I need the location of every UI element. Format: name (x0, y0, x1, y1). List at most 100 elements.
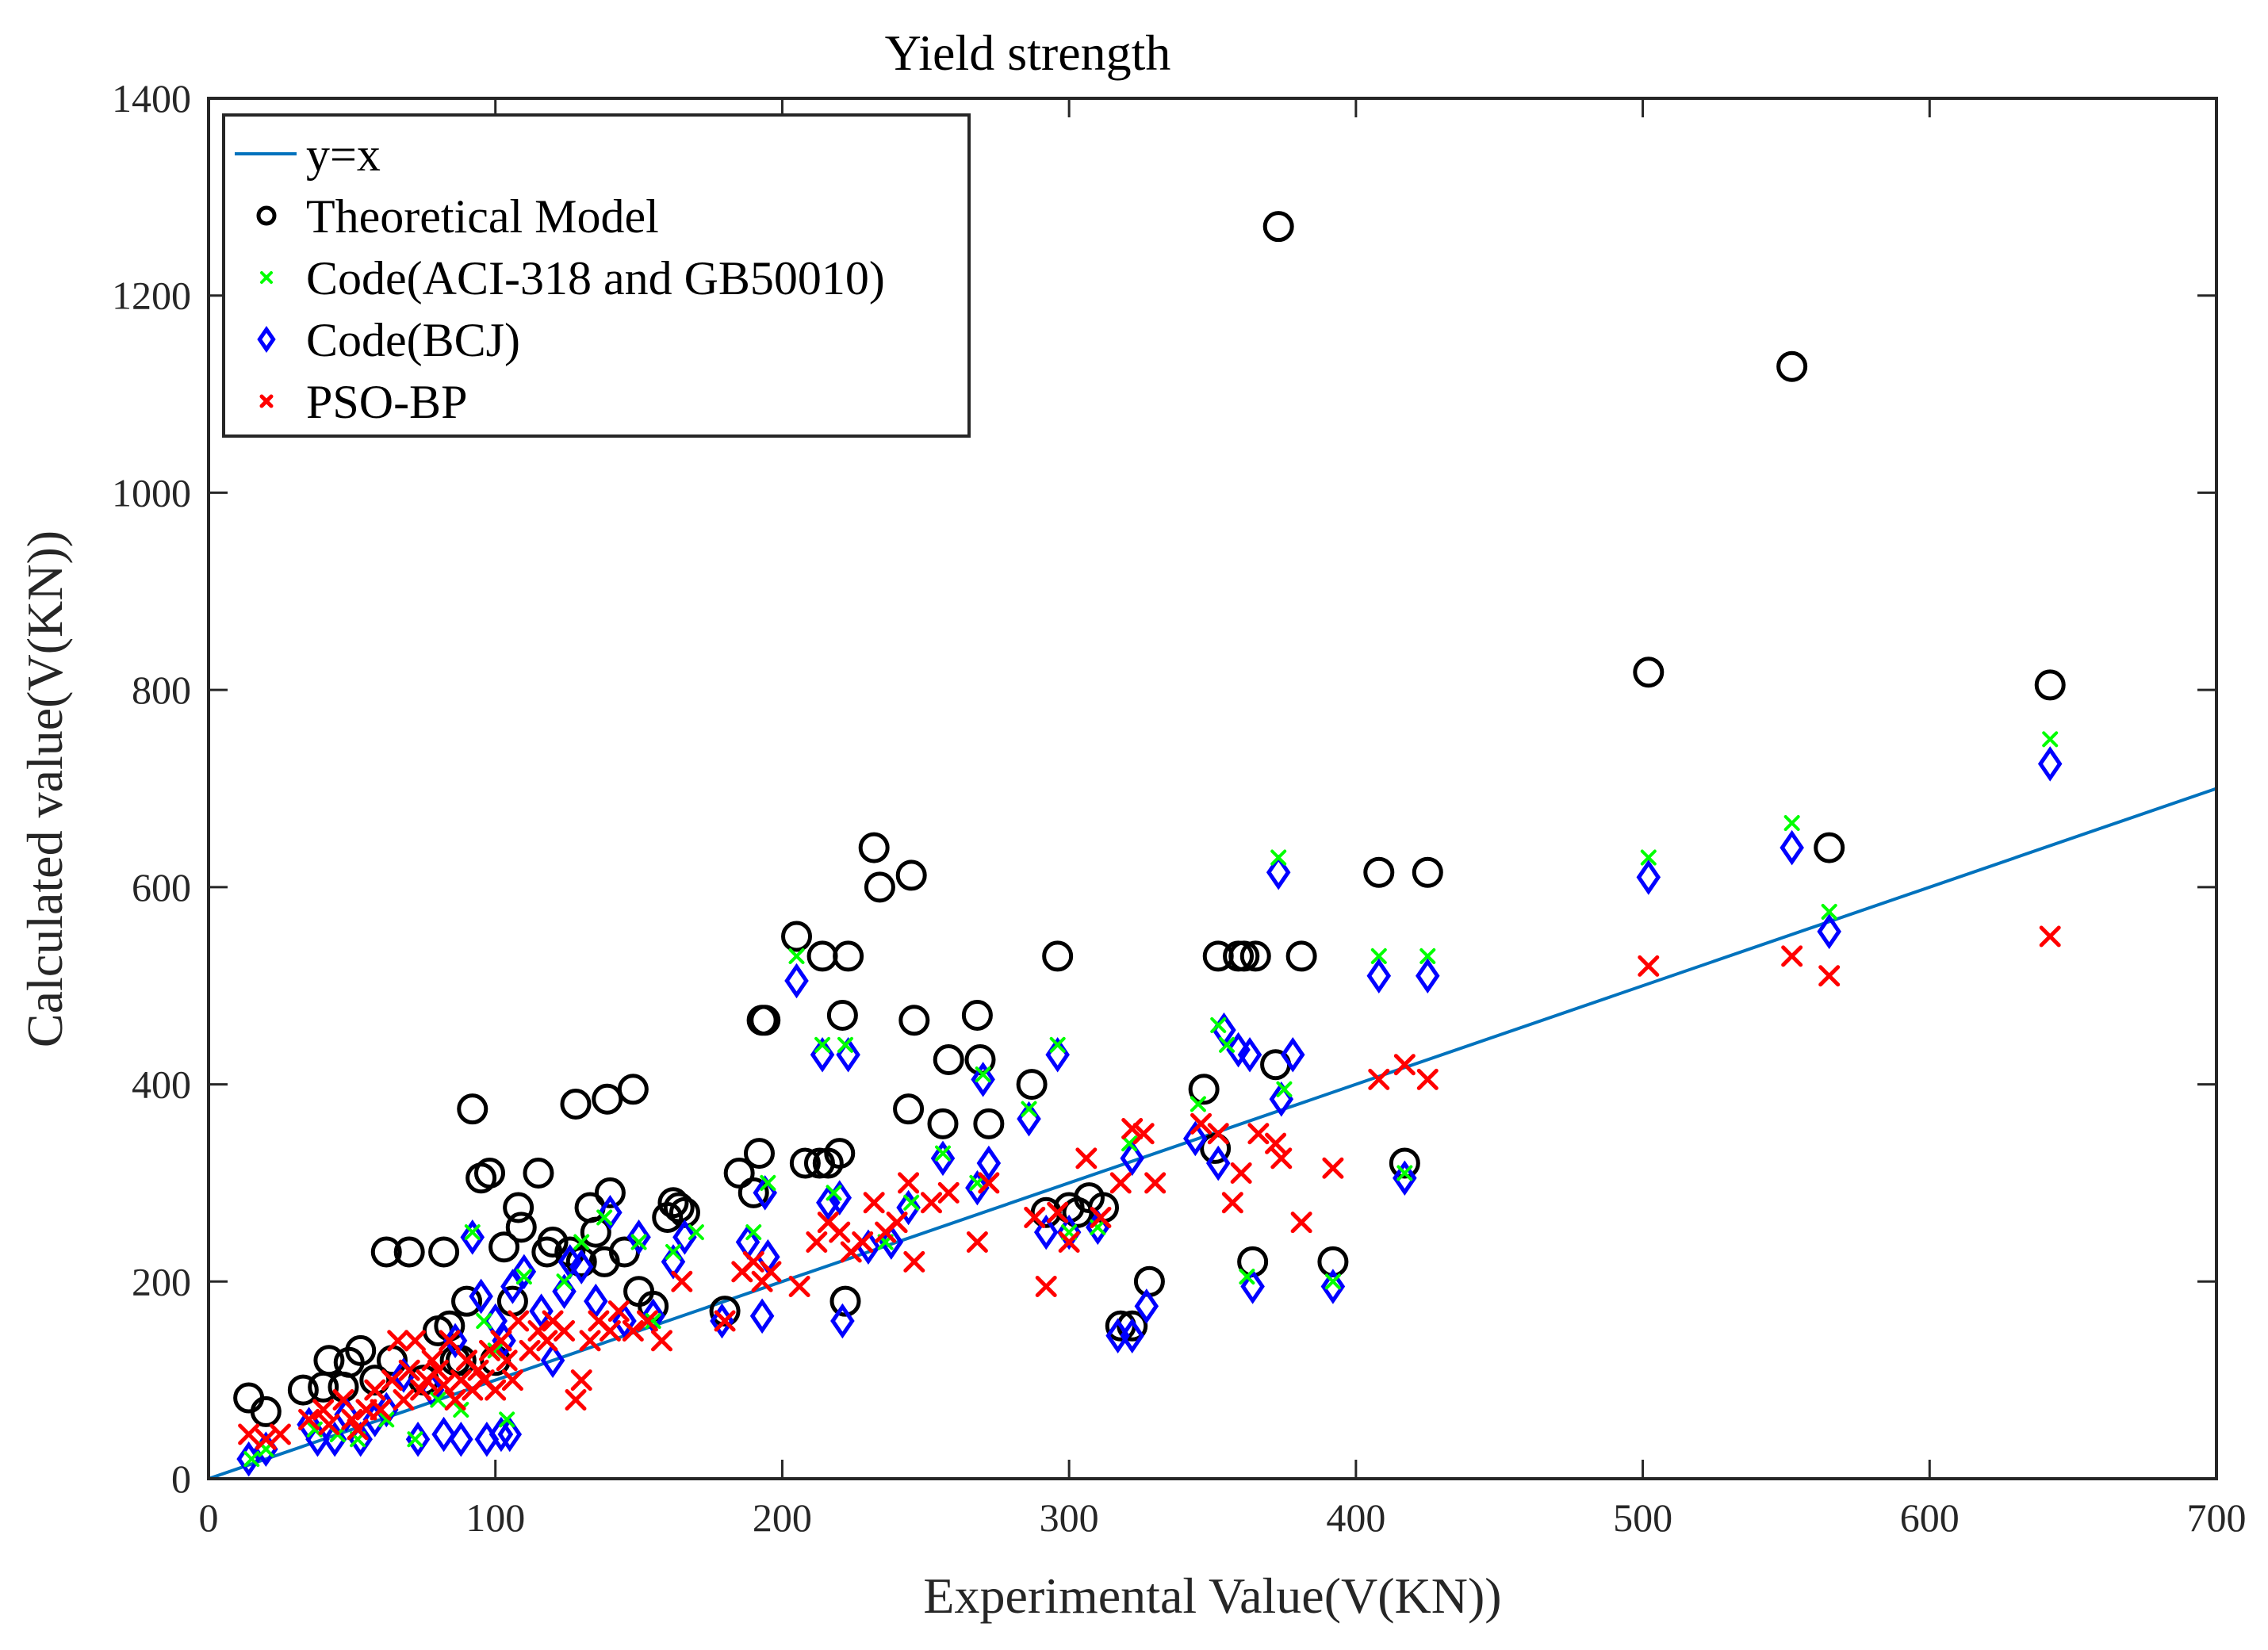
data-point-pso-bp (238, 1423, 260, 1445)
data-point-theoretical-model (743, 1138, 775, 1170)
data-point-code-aci-318-and-gb50010 (1324, 1273, 1341, 1290)
data-point-pso-bp (1221, 1192, 1243, 1214)
data-point-pso-bp (978, 1172, 1000, 1194)
data-point-code-aci-318-and-gb50010 (760, 1174, 776, 1191)
data-point-code-aci-318-and-gb50010 (934, 1145, 951, 1162)
data-point-code-aci-318-and-gb50010 (837, 1036, 854, 1053)
data-point-code-bcj (497, 1416, 523, 1453)
data-point-pso-bp (1035, 1276, 1057, 1297)
data-point-pso-bp (1265, 1132, 1287, 1154)
data-point-theoretical-model (592, 1083, 623, 1115)
data-point-code-bcj (469, 1278, 493, 1315)
data-point-pso-bp (1416, 1068, 1439, 1090)
data-point-theoretical-model (1262, 211, 1294, 243)
data-point-pso-bp (1247, 1123, 1270, 1145)
data-point-code-bcj (1780, 829, 1804, 866)
data-point-code-bcj (816, 1185, 841, 1221)
data-point-code-bcj (540, 1342, 565, 1379)
data-point-pso-bp (341, 1408, 363, 1430)
data-point-pso-bp (1024, 1206, 1046, 1228)
data-point-theoretical-model (858, 832, 890, 863)
data-point-pso-bp (496, 1349, 518, 1372)
data-point-pso-bp (607, 1300, 630, 1323)
data-point-pso-bp (806, 1231, 828, 1254)
data-point-pso-bp (439, 1330, 461, 1352)
data-point-pso-bp (364, 1379, 386, 1401)
legend-label: y=x (306, 128, 381, 181)
data-point-pso-bp (501, 1369, 523, 1392)
data-point-pso-bp (393, 1389, 415, 1411)
y-tick-label: 600 (132, 865, 191, 909)
data-point-code-aci-318-and-gb50010 (788, 948, 805, 964)
data-point-code-bcj (2037, 746, 2063, 782)
data-point-code-bcj (1281, 1036, 1305, 1073)
data-point-theoretical-model (826, 1000, 858, 1032)
data-point-pso-bp (788, 1276, 810, 1297)
data-point-theoretical-model (393, 1236, 425, 1268)
data-point-theoretical-model (737, 1177, 769, 1208)
data-point-theoretical-model (1412, 856, 1443, 888)
data-point-theoretical-model (933, 1043, 964, 1075)
data-point-pso-bp (622, 1319, 644, 1342)
data-point-code-bcj (569, 1249, 594, 1284)
data-point-code-aci-318-and-gb50010 (1276, 1081, 1293, 1097)
data-point-code-aci-318-and-gb50010 (975, 1066, 991, 1083)
axes: 0 100 200 300 400 500 600 700 0 200 400 600 800 1000 1… (112, 76, 2247, 1540)
data-point-code-aci-318-and-gb50010 (969, 1174, 986, 1191)
y-axis-title: Calculated value(V(KN)) (17, 530, 73, 1047)
data-point-pso-bp (398, 1359, 420, 1381)
y-tick-label: 1200 (112, 274, 191, 318)
data-point-theoretical-model (537, 1227, 569, 1258)
data-point-code-aci-318-and-gb50010 (1239, 1269, 1255, 1285)
x-tick-label: 300 (1040, 1495, 1099, 1540)
data-point-theoretical-model (1016, 1069, 1048, 1101)
data-point-pso-bp (742, 1250, 764, 1273)
data-point-pso-bp (1090, 1206, 1112, 1228)
x-tick-label: 700 (2187, 1495, 2247, 1540)
data-point-pso-bp (312, 1399, 335, 1421)
data-point-pso-bp (1109, 1172, 1132, 1194)
data-point-theoretical-model (973, 1108, 1005, 1139)
y-tick-label: 1000 (112, 470, 191, 515)
data-point-code-aci-318-and-gb50010 (1021, 1101, 1037, 1117)
data-point-code-aci-318-and-gb50010 (430, 1392, 446, 1408)
data-point-pso-bp (1047, 1201, 1069, 1223)
x-tick-label: 0 (199, 1495, 219, 1540)
data-point-theoretical-model (505, 1212, 537, 1243)
data-point-theoretical-model (961, 1000, 993, 1032)
data-point-pso-bp (332, 1389, 354, 1411)
data-point-theoretical-model (617, 1074, 649, 1105)
data-point-pso-bp (370, 1399, 392, 1421)
data-point-pso-bp (966, 1231, 988, 1254)
data-point-pso-bp (427, 1359, 449, 1381)
data-point-theoretical-model (488, 1231, 520, 1263)
data-point-theoretical-model (313, 1345, 345, 1376)
plot-area (209, 211, 2216, 1479)
chart-title: Yield strength (885, 25, 1171, 81)
data-point-theoretical-model (2034, 669, 2066, 701)
data-point-pso-bp (1075, 1147, 1098, 1170)
data-point-code-aci-318-and-gb50010 (556, 1273, 573, 1290)
data-point-code-aci-318-and-gb50010 (1049, 1036, 1066, 1053)
data-point-code-bcj (598, 1194, 623, 1231)
legend-label: Code(ACI-318 and GB50010) (306, 252, 885, 304)
data-point-code-bcj (749, 1298, 775, 1334)
data-point-theoretical-model (345, 1334, 377, 1366)
data-point-pso-bp (937, 1181, 960, 1204)
data-point-pso-bp (1290, 1212, 1312, 1234)
data-point-theoretical-model (1363, 856, 1395, 888)
data-point-code-bcj (1266, 854, 1291, 890)
data-point-pso-bp (1058, 1231, 1080, 1254)
data-point-theoretical-model (1188, 1074, 1220, 1105)
data-point-theoretical-model (829, 1285, 861, 1317)
data-point-theoretical-model (370, 1236, 402, 1268)
data-point-code-aci-318-and-gb50010 (499, 1411, 515, 1428)
data-point-theoretical-model (250, 1395, 282, 1427)
y-tick-label: 1400 (112, 76, 191, 121)
data-point-theoretical-model (523, 1157, 554, 1189)
data-point-theoretical-model (287, 1374, 319, 1406)
data-point-code-aci-318-and-gb50010 (596, 1209, 613, 1226)
data-point-pso-bp (1121, 1118, 1144, 1140)
data-point-pso-bp (1144, 1172, 1167, 1194)
legend-item-code-bcj: Code(BCJ) (257, 314, 520, 366)
